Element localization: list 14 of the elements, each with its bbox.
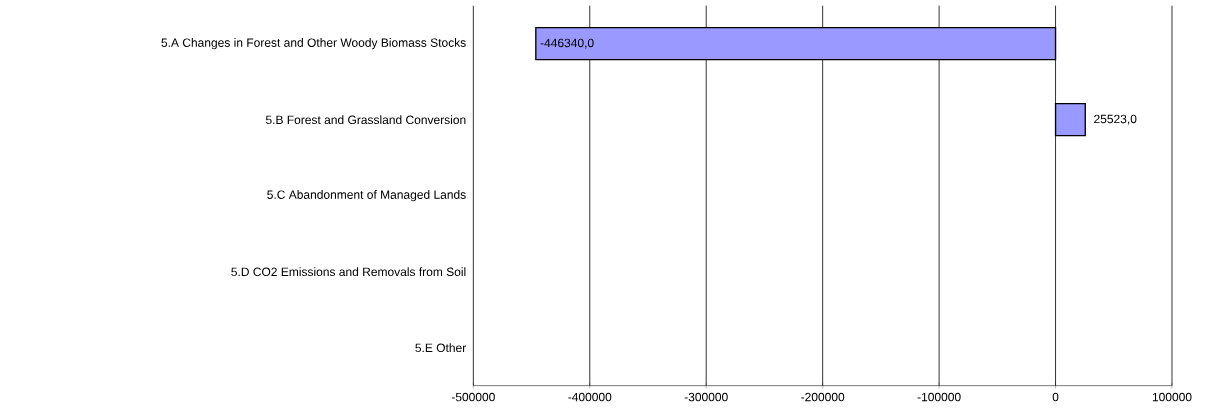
x-tick-label: 0 xyxy=(1052,392,1059,402)
y-tick-label: 5.C Abandonment of Managed Lands xyxy=(267,190,466,202)
data-label: 25523,0 xyxy=(1094,114,1137,125)
y-tick-label: 5.A Changes in Forest and Other Woody Biomass Stocks xyxy=(161,38,466,50)
x-tick-label: 100000 xyxy=(1152,392,1192,402)
x-tick-label: -100000 xyxy=(917,392,961,402)
x-tick-label: -400000 xyxy=(568,392,612,402)
x-tick-label: -500000 xyxy=(451,392,495,402)
x-tick-label: -300000 xyxy=(684,392,728,402)
data-label: -446340,0 xyxy=(540,38,594,49)
y-tick-label: 5.D CO2 Emissions and Removals from Soil xyxy=(231,267,466,277)
y-tick-label: 5.B Forest and Grassland Conversion xyxy=(265,115,466,125)
y-tick-label: 5.E Other xyxy=(415,343,467,353)
x-tick-label: -200000 xyxy=(801,392,845,402)
